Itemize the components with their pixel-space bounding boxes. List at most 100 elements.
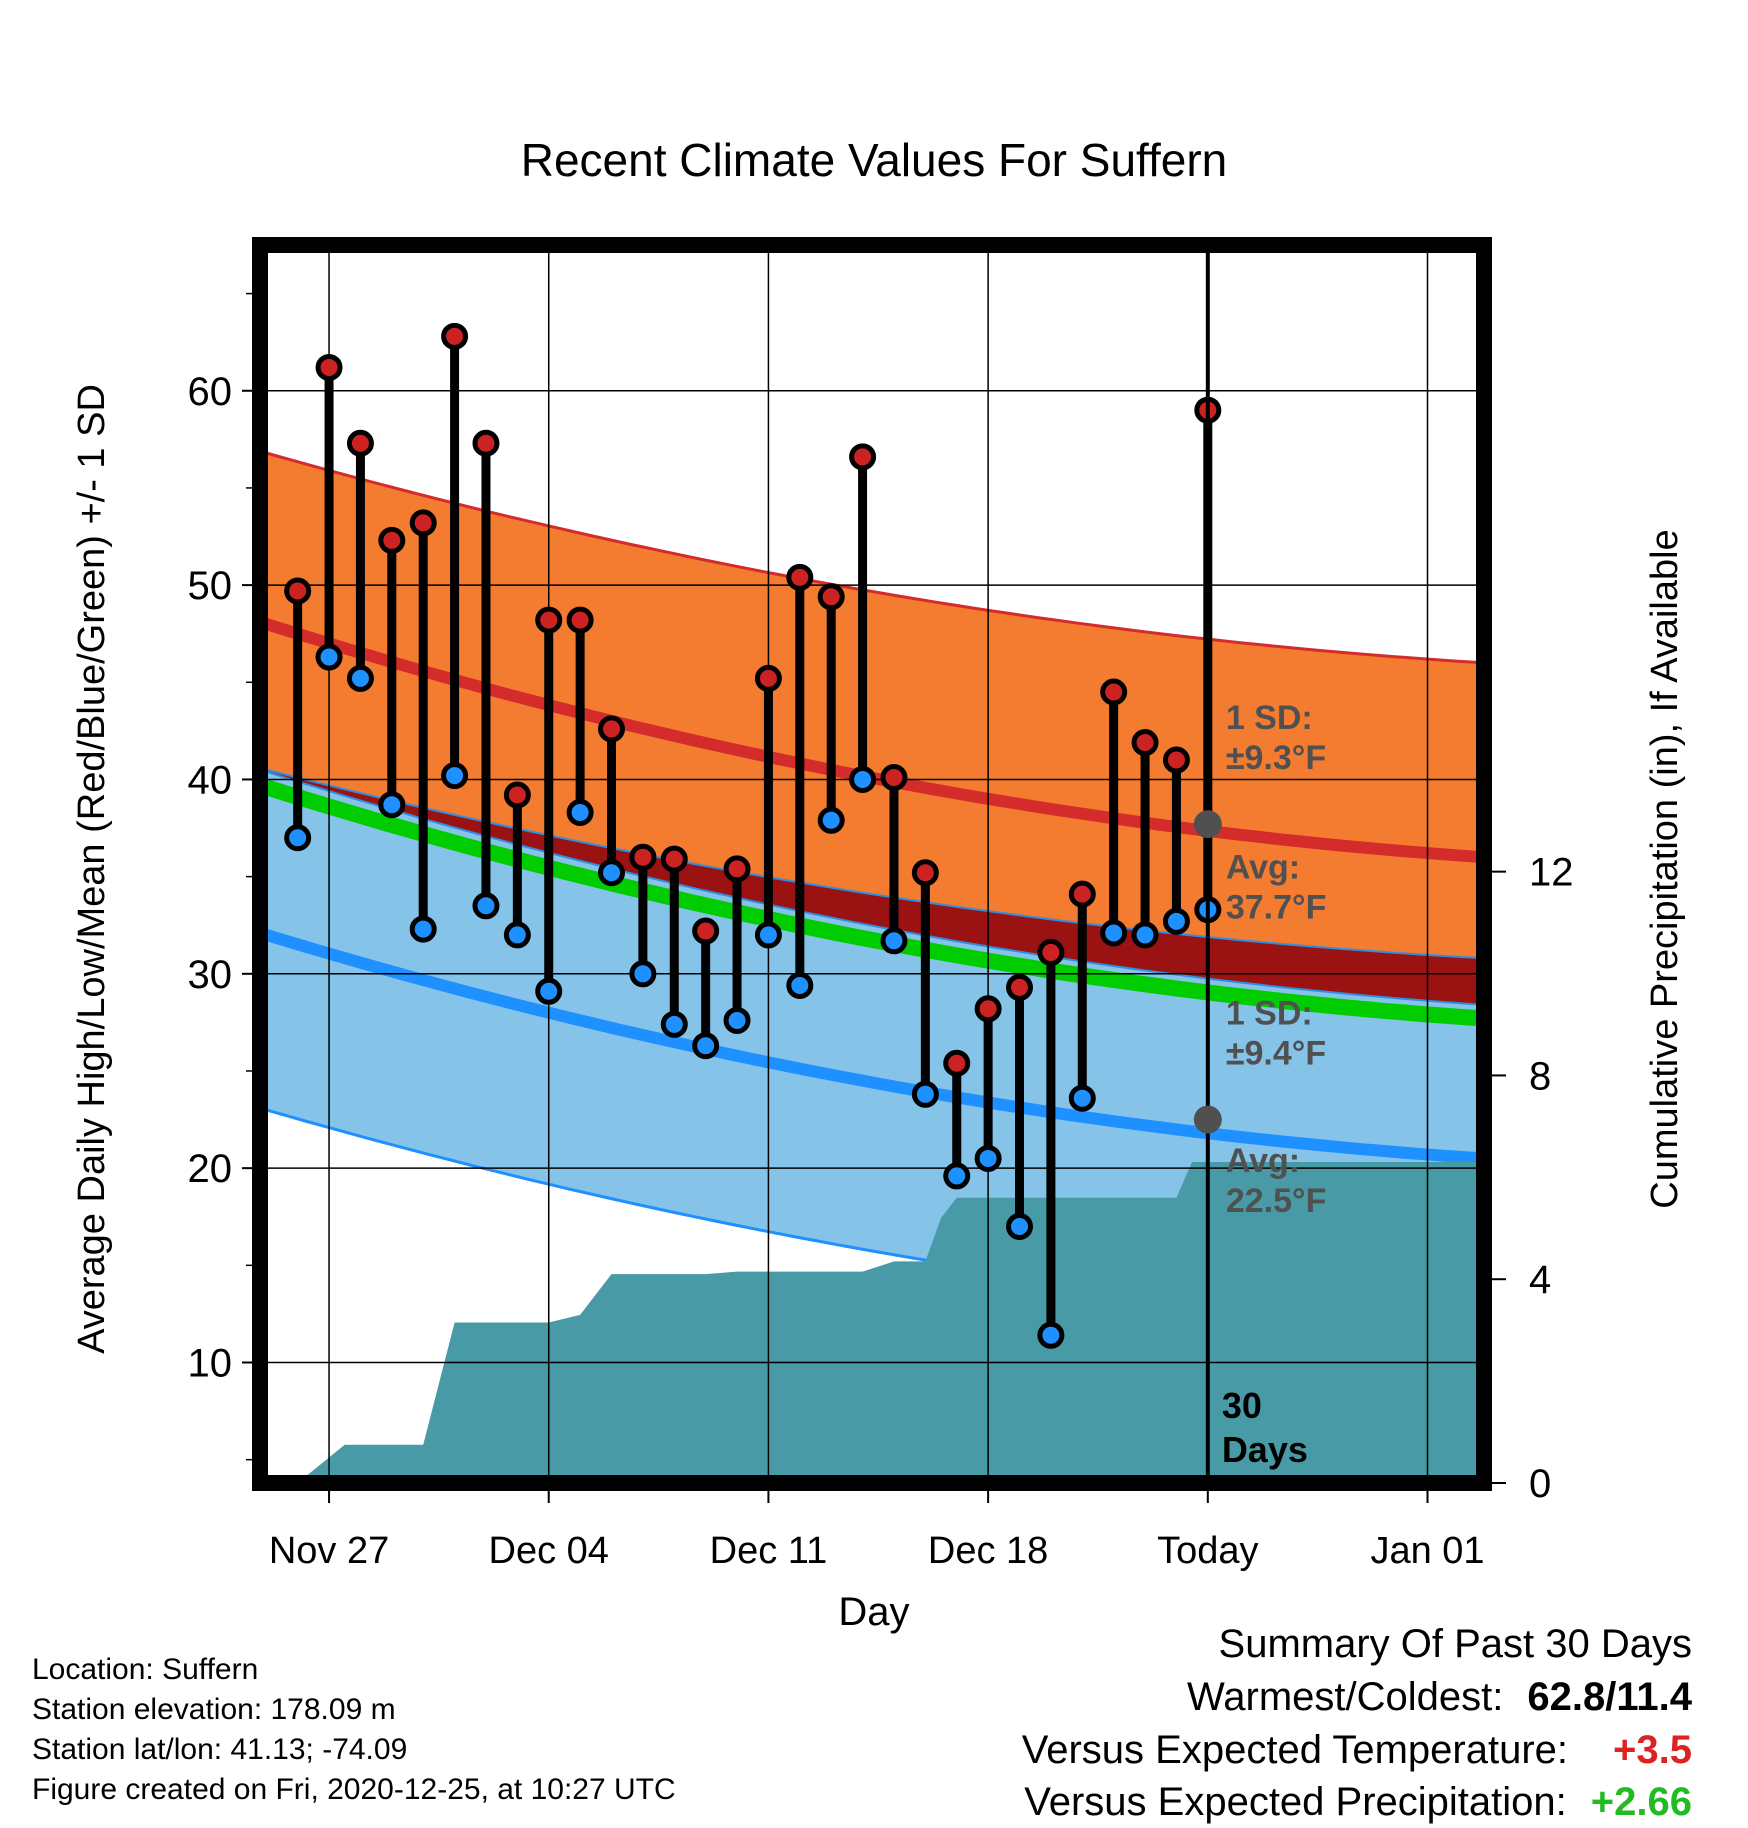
high-temp-point	[723, 855, 751, 883]
low-temp-point	[629, 960, 657, 988]
precip-area	[297, 1162, 1485, 1483]
summary-warm-cold-label: Warmest/Coldest:	[1187, 1675, 1504, 1719]
summary-precip-label: Versus Expected Precipitation:	[1024, 1780, 1567, 1824]
low-normal-line	[264, 929, 1485, 1165]
low-temp-point	[284, 824, 312, 852]
summary-title: Summary Of Past 30 Days	[1218, 1622, 1692, 1666]
high-temp-point	[1037, 938, 1065, 966]
low-temp-point	[378, 791, 406, 819]
low-temp-point	[817, 806, 845, 834]
high-avg-marker	[1193, 810, 1222, 839]
x-axis-label: Day	[838, 1590, 909, 1634]
axes: 10 20 30 40 50 60 0 4 8 12 Nov 27 Dec 04 Dec 11 Dec 1…	[188, 237, 1574, 1572]
low-sd-annotation: 1 SD: ±9.4°F	[1226, 994, 1326, 1072]
summary-temp-label: Versus Expected Temperature:	[1021, 1728, 1568, 1772]
low-temp-point	[315, 643, 343, 671]
y-right-tick-label: 8	[1529, 1054, 1551, 1098]
low-temp-point	[849, 765, 877, 793]
low-temp-point	[346, 664, 374, 692]
high-temp-point	[1006, 973, 1034, 1001]
high-temp-point	[566, 606, 594, 634]
low-avg-annotation: Avg: 22.5°F	[1226, 1142, 1327, 1220]
low-temp-point	[472, 892, 500, 920]
high-temp-point	[786, 563, 814, 591]
y-axis-right-label: Cumulative Precipitation (in), If Availa…	[1644, 529, 1686, 1208]
y-right-tick-label: 4	[1529, 1258, 1551, 1302]
y-left-tick-label: 20	[188, 1147, 233, 1191]
high-sd-upper-line	[265, 451, 1485, 665]
high-sd-annotation: 1 SD: ±9.3°F	[1226, 699, 1326, 777]
high-temp-point	[692, 917, 720, 945]
high-temp-point	[817, 583, 845, 611]
low-temp-point	[723, 1006, 751, 1034]
low-temp-point	[1006, 1212, 1034, 1240]
low-temp-point	[598, 859, 626, 887]
y-left-tick-label: 40	[188, 758, 233, 802]
high-temp-point	[943, 1049, 971, 1077]
low-temp-point	[911, 1080, 939, 1108]
low-avg-marker	[1193, 1105, 1222, 1134]
high-temp-point	[472, 429, 500, 457]
low-temp-point	[1131, 921, 1159, 949]
high-temp-point	[378, 526, 406, 554]
high-temp-point	[535, 606, 563, 634]
high-temp-point	[1100, 678, 1128, 706]
high-temp-point	[503, 781, 531, 809]
high-temp-point	[315, 353, 343, 381]
low-temp-point	[754, 921, 782, 949]
overlap-band	[266, 769, 1484, 1005]
high-temp-point	[284, 577, 312, 605]
low-temp-point	[503, 921, 531, 949]
footer-elevation: Station elevation: 178.09 m	[32, 1693, 396, 1726]
y-axis-left-label: Average Daily High/Low/Mean (Red/Blue/Gr…	[71, 384, 113, 1354]
x-tick-label: Dec 18	[928, 1530, 1048, 1572]
summary-warm-cold-value: 62.8/11.4	[1527, 1675, 1692, 1719]
y-left-tick-label: 10	[188, 1342, 233, 1386]
low-temp-point	[1068, 1084, 1096, 1112]
high-temp-point	[1068, 880, 1096, 908]
low-temp-point	[880, 927, 908, 955]
precipitation-area	[297, 1162, 1485, 1483]
high-temp-point	[660, 845, 688, 873]
low-sd-band	[266, 771, 1484, 1324]
low-temp-point	[943, 1162, 971, 1190]
high-temp-point	[346, 429, 374, 457]
high-sd-lower-line	[266, 768, 1485, 960]
high-temp-point	[754, 664, 782, 692]
summary-temperature: Versus Expected Temperature: +3.5	[1022, 1728, 1692, 1773]
high-avg-annotation: Avg: 37.7°F	[1226, 849, 1327, 927]
low-temp-point	[974, 1144, 1002, 1172]
summary-precip-value: +2.66	[1590, 1780, 1692, 1824]
footer-location: Location: Suffern	[32, 1653, 259, 1686]
normals-annotations: 1 SD: ±9.3°F Avg: 37.7°F 1 SD: ±9.4°F Avg: 22.5…	[1193, 245, 1327, 1483]
x-tick-label: Nov 27	[269, 1530, 389, 1572]
mean-normal-line	[263, 779, 1485, 1027]
footer-created: Figure created on Fri, 2020-12-25, at 10…	[32, 1773, 676, 1806]
x-tick-label: Dec 04	[489, 1530, 609, 1572]
low-temp-point	[566, 798, 594, 826]
high-temp-point	[1162, 746, 1190, 774]
high-temp-point	[911, 859, 939, 887]
low-temp-point	[660, 1010, 688, 1038]
low-temp-point	[1037, 1321, 1065, 1349]
plot-frame	[252, 237, 1492, 1491]
low-temp-point	[409, 915, 437, 943]
high-temp-point	[1131, 729, 1159, 757]
low-temp-point	[441, 762, 469, 790]
y-right-tick-label: 12	[1529, 851, 1574, 895]
low-temp-point	[1100, 919, 1128, 947]
temperature-stems	[293, 336, 1213, 1336]
summary-warm-cold: Warmest/Coldest: 62.8/11.4	[1187, 1675, 1692, 1720]
low-temp-point	[535, 977, 563, 1005]
summary-precipitation: Versus Expected Precipitation: +2.66	[1024, 1780, 1692, 1825]
chart-title: Recent Climate Values For Suffern	[521, 134, 1228, 186]
y-right-tick-label: 0	[1529, 1462, 1551, 1506]
high-temp-point	[629, 843, 657, 871]
y-left-tick-label: 60	[188, 370, 233, 414]
today-days-label: 30 Days	[1222, 1385, 1308, 1470]
low-temp-point	[692, 1032, 720, 1060]
summary-temp-value: +3.5	[1613, 1728, 1692, 1772]
x-tick-label: Jan 01	[1370, 1530, 1484, 1572]
low-temp-point	[786, 971, 814, 999]
temperature-points	[284, 322, 1222, 1349]
